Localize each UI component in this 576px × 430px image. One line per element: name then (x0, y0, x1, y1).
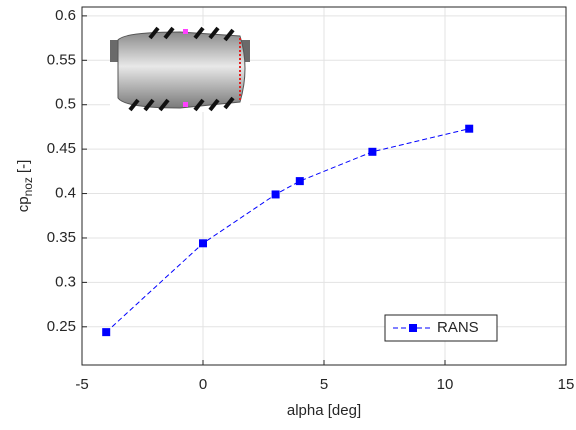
y-label-unit: [-] (15, 160, 32, 173)
legend-marker (409, 324, 417, 332)
x-tick-label: 5 (320, 376, 328, 393)
chart: alpha [deg] cpnoz [-] -5 0 5 10 15 0.25 0.3 0.35… (0, 0, 576, 430)
y-tick-label: 0.5 (55, 96, 76, 113)
marker (199, 239, 207, 247)
x-tick-label: 0 (199, 376, 207, 393)
y-tick-label: 0.45 (47, 140, 76, 157)
x-tick-label: -5 (75, 376, 88, 393)
x-tick-label: 10 (437, 376, 454, 393)
marker (296, 177, 304, 185)
series-line (106, 129, 469, 332)
marker (272, 190, 280, 198)
marker (102, 328, 110, 336)
y-tick-label: 0.35 (47, 229, 76, 246)
marker (465, 125, 473, 133)
x-tick-label: 15 (558, 376, 575, 393)
y-tick-label: 0.3 (55, 273, 76, 290)
x-axis-label: alpha [deg] (287, 402, 361, 419)
y-tick-label: 0.25 (47, 318, 76, 335)
y-tick-label: 0.55 (47, 51, 76, 68)
legend-label: RANS (437, 319, 479, 336)
y-tick-label: 0.4 (55, 185, 76, 202)
inset-image (110, 26, 250, 112)
marker (368, 148, 376, 156)
y-tick-label: 0.6 (55, 7, 76, 24)
y-label-main: cp (15, 196, 32, 212)
y-label-sub: noz (21, 177, 35, 196)
y-axis-label: cpnoz [-] (15, 160, 35, 213)
